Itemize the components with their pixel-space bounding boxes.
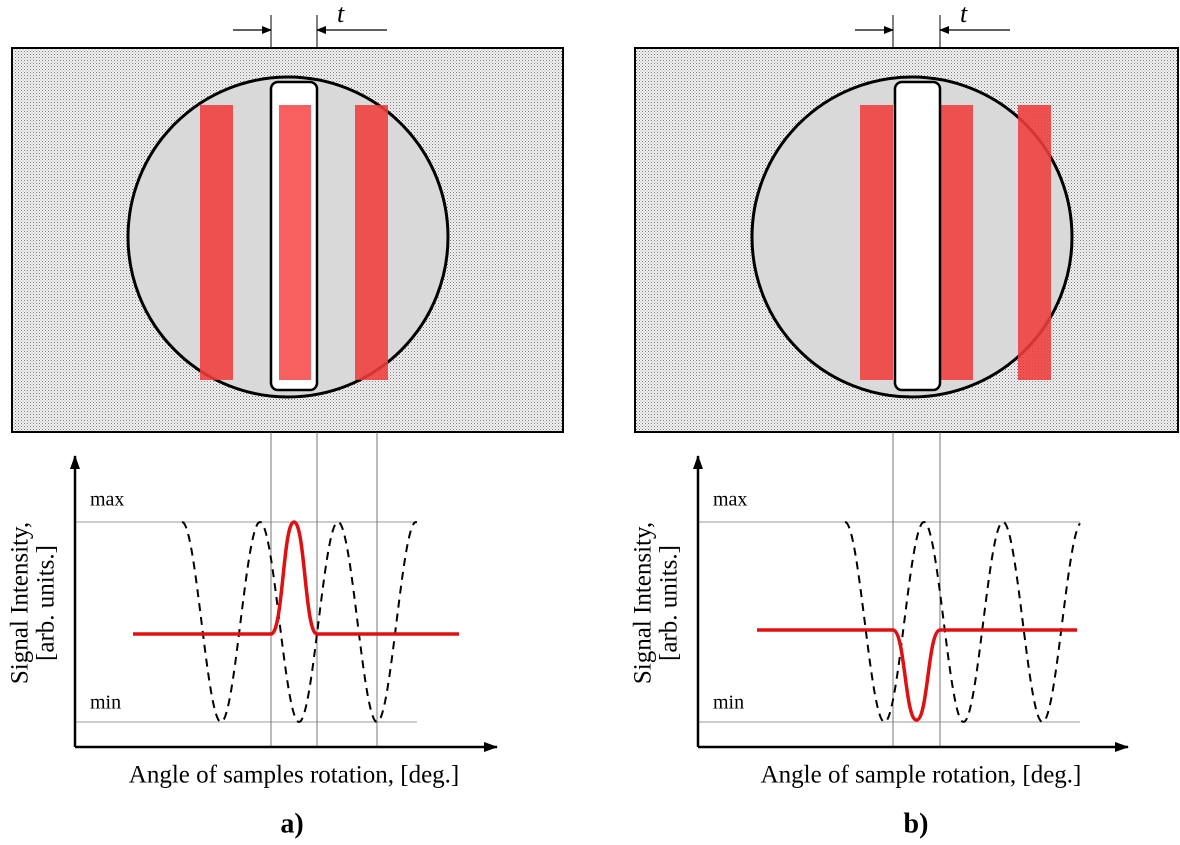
slit <box>893 80 942 392</box>
stripe <box>200 105 233 380</box>
x-axis-label: Angle of sample rotation, [deg.] <box>761 762 1082 789</box>
stripe <box>940 105 973 380</box>
gap-label: t <box>337 0 345 28</box>
measured-signal <box>133 520 459 636</box>
x-axis-label: Angle of samples rotation, [deg.] <box>129 762 459 789</box>
min-label: min <box>90 692 121 714</box>
measured-signal <box>757 628 1077 722</box>
stripe <box>279 105 311 380</box>
panel-label: b) <box>904 808 929 839</box>
y-axis-label: Signal Intensity, <box>630 522 657 684</box>
reference-signal <box>844 520 1081 723</box>
stripe <box>860 105 893 380</box>
panel-label: a) <box>280 808 303 839</box>
panel: t max min Signal Intensity, [arb. units.] Ang… <box>630 0 1179 839</box>
y-axis-label: Signal Intensity, <box>7 522 34 684</box>
stripe <box>355 105 388 380</box>
gap-label: t <box>960 0 968 28</box>
max-label: max <box>90 489 124 511</box>
reference-signal <box>181 520 418 724</box>
stripe <box>1018 105 1051 380</box>
panel: t max min Signal Intensity, [arb. units.] Ang… <box>7 0 564 839</box>
y-axis-label: [arb. units.] <box>33 545 60 661</box>
min-label: min <box>713 692 744 714</box>
max-label: max <box>713 489 747 511</box>
y-axis-label: [arb. units.] <box>656 545 683 661</box>
